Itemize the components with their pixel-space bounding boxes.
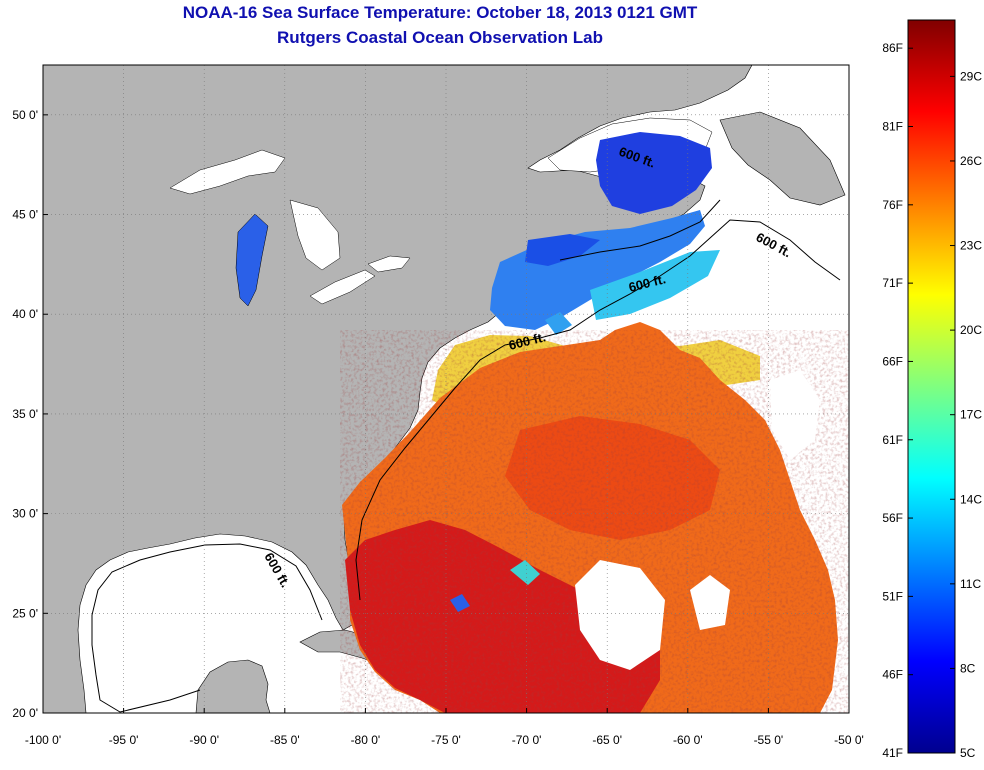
lon-tick-label: -75 0' xyxy=(431,733,461,747)
colorbar-c-label: 17C xyxy=(960,408,982,422)
lon-tick-label: -95 0' xyxy=(109,733,139,747)
colorbar-f-label: 81F xyxy=(882,120,903,134)
colorbar-fahrenheit-labels: 41F 46F 51F 56F 61F 66F 71F 76F 81F 86F xyxy=(882,41,913,760)
newfoundland-land xyxy=(719,111,846,206)
colorbar-f-label: 51F xyxy=(882,589,903,603)
colorbar-c-label: 8C xyxy=(960,661,976,675)
colorbar-c-label: 20C xyxy=(960,323,982,337)
colorbar-f-label: 41F xyxy=(882,746,903,760)
cold-patch-2 xyxy=(450,594,470,612)
colorbar-c-label: 29C xyxy=(960,69,982,83)
colorbar-f-label: 76F xyxy=(882,198,903,212)
lon-tick-label: -80 0' xyxy=(351,733,381,747)
lat-tick-label: 45 0' xyxy=(12,208,38,222)
isobath-gulf xyxy=(91,543,323,713)
lake-michigan xyxy=(235,213,269,307)
graticule xyxy=(43,65,849,713)
lon-tick-label: -65 0' xyxy=(592,733,622,747)
map-subtitle: Rutgers Coastal Ocean Observation Lab xyxy=(277,28,603,47)
lon-tick-label: -85 0' xyxy=(270,733,300,747)
lake-huron xyxy=(289,199,341,271)
lon-tick-label: -70 0' xyxy=(512,733,542,747)
cloud-gap-1 xyxy=(575,560,665,670)
cold-patch-3 xyxy=(545,312,572,335)
lat-tick-label: 30 0' xyxy=(12,507,38,521)
colorbar-f-label: 61F xyxy=(882,433,903,447)
isobath-stlawrence xyxy=(559,199,721,261)
colorbar xyxy=(907,19,956,754)
cloud-gap-3 xyxy=(770,370,820,460)
lat-tick-label: 20 0' xyxy=(12,706,38,720)
colorbar-f-label: 56F xyxy=(882,511,903,525)
lake-ontario xyxy=(367,255,411,273)
lake-erie xyxy=(309,269,376,305)
colorbar-c-label: 11C xyxy=(960,577,981,591)
isobath-atlantic xyxy=(355,219,841,601)
sst-gulf-of-maine-deep xyxy=(525,234,600,266)
colorbar-f-label: 71F xyxy=(882,276,903,290)
cold-patch-1 xyxy=(510,560,540,585)
sst-gulf-of-maine xyxy=(490,210,705,330)
lat-tick-label: 40 0' xyxy=(12,307,38,321)
latitude-axis: 20 0' 25 0' 30 0' 35 0' 40 0' 45 0' 50 0' xyxy=(12,108,48,720)
sst-gulf-st-lawrence xyxy=(596,132,712,214)
lon-tick-label: -90 0' xyxy=(189,733,219,747)
colorbar-c-label: 5C xyxy=(960,746,976,760)
longitude-axis: -100 0' -95 0' -90 0' -85 0' -80 0' -75 0' -70… xyxy=(25,708,864,747)
lon-tick-label: -55 0' xyxy=(754,733,784,747)
colorbar-c-label: 14C xyxy=(960,492,982,506)
lon-tick-label: -60 0' xyxy=(673,733,703,747)
sst-scotian-slope xyxy=(590,250,720,320)
lat-tick-label: 35 0' xyxy=(12,407,38,421)
colorbar-f-label: 46F xyxy=(882,668,903,682)
colorbar-f-label: 86F xyxy=(882,41,903,55)
lon-tick-label: -50 0' xyxy=(834,733,864,747)
colorbar-c-label: 23C xyxy=(960,239,982,253)
cloud-gap-2 xyxy=(690,575,730,630)
lat-tick-label: 50 0' xyxy=(12,108,38,122)
colorbar-celsius-labels: 5C 8C 11C 14C 17C 20C 23C 26C 29C xyxy=(950,69,982,760)
lon-tick-label: -100 0' xyxy=(25,733,61,747)
lat-tick-label: 25 0' xyxy=(12,606,38,620)
lake-superior xyxy=(169,149,286,195)
colorbar-c-label: 26C xyxy=(960,154,982,168)
map-title: NOAA-16 Sea Surface Temperature: October… xyxy=(182,3,698,22)
colorbar-f-label: 66F xyxy=(882,354,903,368)
